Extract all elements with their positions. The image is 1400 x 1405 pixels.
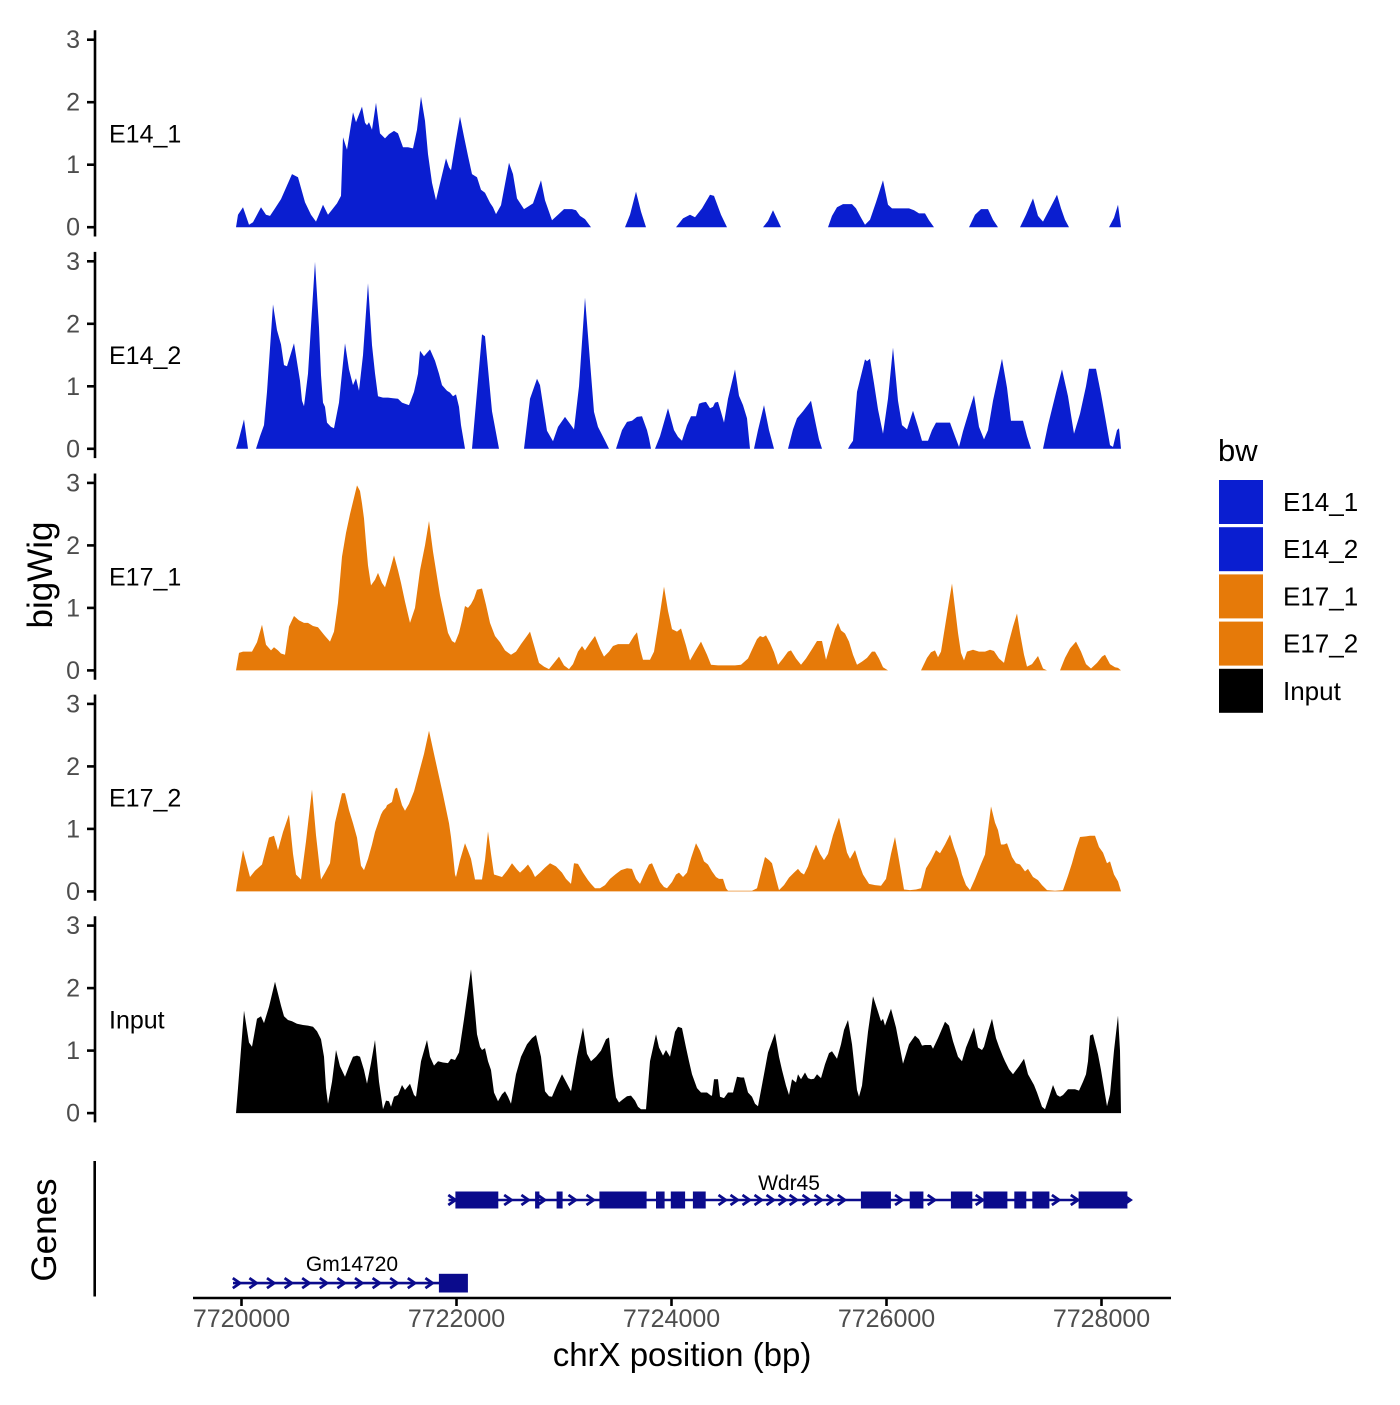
svg-text:Genes: Genes bbox=[25, 1178, 64, 1281]
svg-text:1: 1 bbox=[66, 1037, 80, 1065]
svg-text:7726000: 7726000 bbox=[838, 1305, 935, 1333]
svg-text:2: 2 bbox=[66, 532, 80, 560]
svg-text:E17_2: E17_2 bbox=[109, 785, 181, 813]
svg-text:Input: Input bbox=[109, 1006, 165, 1034]
svg-text:7724000: 7724000 bbox=[623, 1305, 720, 1333]
svg-text:Wdr45: Wdr45 bbox=[758, 1172, 820, 1195]
svg-text:E14_1: E14_1 bbox=[109, 120, 181, 148]
svg-text:1: 1 bbox=[66, 594, 80, 622]
svg-text:7728000: 7728000 bbox=[1053, 1305, 1150, 1333]
svg-text:E14_2: E14_2 bbox=[1283, 534, 1358, 564]
svg-text:7720000: 7720000 bbox=[193, 1305, 290, 1333]
svg-text:E14_1: E14_1 bbox=[1283, 487, 1358, 517]
svg-text:0: 0 bbox=[66, 1100, 80, 1128]
svg-text:2: 2 bbox=[66, 753, 80, 781]
svg-text:3: 3 bbox=[66, 26, 80, 54]
svg-text:0: 0 bbox=[66, 435, 80, 463]
svg-text:bigWig: bigWig bbox=[21, 522, 60, 629]
svg-text:0: 0 bbox=[66, 214, 80, 242]
svg-text:Input: Input bbox=[1283, 676, 1342, 706]
svg-text:E14_2: E14_2 bbox=[109, 342, 181, 370]
svg-text:bw: bw bbox=[1218, 433, 1258, 468]
svg-text:1: 1 bbox=[66, 373, 80, 401]
svg-text:chrX position (bp): chrX position (bp) bbox=[553, 1336, 812, 1373]
svg-text:2: 2 bbox=[66, 89, 80, 117]
svg-text:0: 0 bbox=[66, 657, 80, 685]
svg-text:Gm14720: Gm14720 bbox=[306, 1253, 398, 1276]
svg-text:3: 3 bbox=[66, 248, 80, 276]
svg-text:2: 2 bbox=[66, 310, 80, 338]
svg-text:7722000: 7722000 bbox=[408, 1305, 505, 1333]
svg-text:3: 3 bbox=[66, 912, 80, 940]
svg-text:3: 3 bbox=[66, 690, 80, 718]
svg-text:1: 1 bbox=[66, 151, 80, 179]
svg-text:1: 1 bbox=[66, 815, 80, 843]
svg-text:3: 3 bbox=[66, 469, 80, 497]
svg-text:2: 2 bbox=[66, 975, 80, 1003]
svg-text:E17_1: E17_1 bbox=[109, 564, 181, 592]
svg-text:E17_2: E17_2 bbox=[1283, 629, 1358, 659]
svg-text:0: 0 bbox=[66, 878, 80, 906]
svg-text:E17_1: E17_1 bbox=[1283, 581, 1358, 611]
